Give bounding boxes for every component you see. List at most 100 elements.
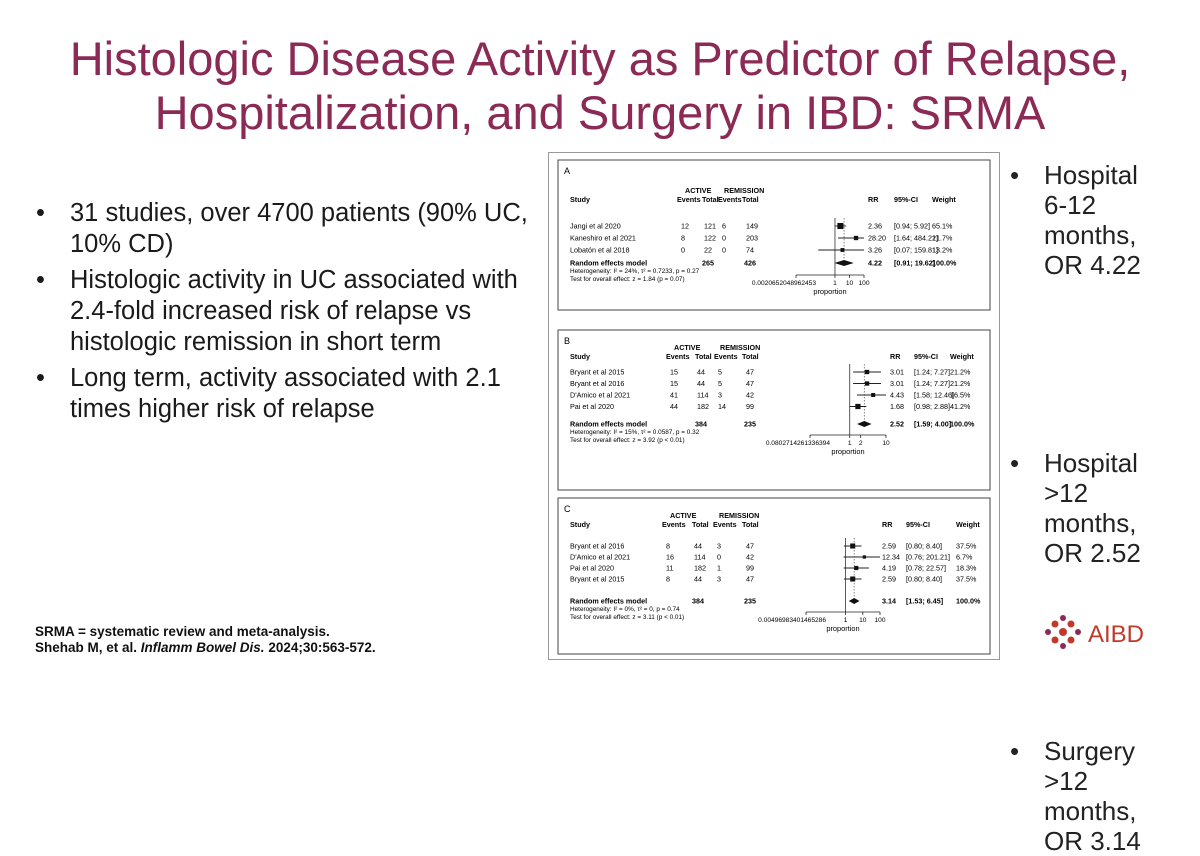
panel-c-row-study: Bryant et al 2016: [570, 542, 624, 551]
panel-c-header-rr: RR: [882, 520, 893, 529]
footnote-citation: Shehab M, et al. Inflamm Bowel Dis. 2024…: [35, 640, 376, 655]
panel-b-summary-active-total: 384: [695, 420, 707, 429]
panel-b-x-tick-label: 0.0802714261336394: [766, 440, 831, 447]
panel-b-row-point: [855, 403, 861, 410]
panel-b-row-remission-total: 42: [746, 391, 754, 400]
panel-a-row-weight: 13.2%: [932, 246, 953, 255]
panel-b-row-rr: 4.43: [890, 391, 904, 400]
panel-c-row-study: D'Amico et al 2021: [570, 553, 630, 562]
panel-c-row-active-total: 44: [694, 542, 702, 551]
panel-a-row-remission-events: 0: [722, 246, 726, 255]
forest-figure-frame: [548, 152, 1000, 660]
panel-b-summary-diamond: [857, 421, 872, 427]
panel-b-row-ci: [1.58; 12.46]: [914, 391, 954, 400]
panel-c-header-events-remission: Events: [713, 520, 737, 529]
panel-c-row-ci: [0.76; 201.21]: [906, 553, 950, 562]
panel-a-summary-weight: 100.0%: [932, 259, 957, 268]
panel-a-row-active-events: 0: [681, 246, 685, 255]
panel-c-label: C: [564, 504, 571, 514]
panel-a-row-active-total: 122: [704, 234, 716, 243]
panel-b-row-weight: 16.5%: [950, 391, 971, 400]
panel-b-row-point: [871, 392, 876, 398]
panel-a-row-remission-total: 149: [746, 222, 758, 231]
panel-c-row-rr: 12.34: [882, 553, 900, 562]
panel-c-row-study: Bryant et al 2015: [570, 575, 624, 584]
panel-a-x-tick-label: 10: [846, 280, 854, 287]
panel-a-header-events-remission: Events: [718, 195, 742, 204]
panel-b-x-tick-label: 10: [882, 440, 890, 447]
panel-c-row-remission-total: 42: [746, 553, 754, 562]
panel-c-row-active-events: 16: [666, 553, 674, 562]
panel-b-summary-remission-total: 235: [744, 420, 756, 429]
panel-a-row-remission-total: 74: [746, 246, 754, 255]
panel-a-summary-ci: [0.91; 19.62]: [894, 259, 935, 268]
panel-c-header-total-remission: Total: [742, 520, 759, 529]
panel-c-row-study: Pai et al 2020: [570, 564, 614, 573]
panel-c-row-active-total: 114: [694, 553, 705, 562]
panel-c-row-active-events: 11: [666, 564, 673, 573]
panel-c-summary-ci: [1.53; 6.45]: [906, 597, 943, 606]
panel-a-row-active-events: 8: [681, 234, 685, 243]
aibd-logo: AIBD: [1040, 612, 1170, 652]
panel-a-row-point: [837, 222, 844, 230]
panel-b-row-remission-events: 3: [718, 391, 722, 400]
panel-b-row-ci: [0.98; 2.88]: [914, 402, 950, 411]
panel-b-frame: [557, 329, 991, 491]
panel-c-row-rr: 2.59: [882, 575, 896, 584]
panel-c-row-ci: [0.80; 8.40]: [906, 575, 942, 584]
panel-a-label: A: [564, 166, 570, 176]
panel-c-row-active-total: 44: [694, 575, 702, 584]
panel-c-overall-effect: Test for overall effect: z = 3.11 (p < 0…: [570, 614, 684, 621]
panel-c-x-tick-label: 1: [844, 617, 848, 624]
panel-b-header-study: Study: [570, 352, 590, 361]
panel-b-row-active-events: 15: [670, 379, 678, 388]
panel-a-row-rr: 3.26: [868, 246, 882, 255]
panel-a-summary-remission-total: 426: [744, 259, 756, 268]
panel-a-summary-active-total: 265: [702, 259, 714, 268]
panel-c-row-active-events: 8: [666, 542, 670, 551]
panel-b-summary-rr: 2.52: [890, 420, 904, 429]
panel-b-row-active-total: 44: [697, 368, 705, 377]
panel-c-row-weight: 18.3%: [956, 564, 977, 573]
panel-b-header-total-remission: Total: [742, 352, 759, 361]
panel-c-row-weight: 6.7%: [956, 553, 973, 562]
panel-b-row-study: D'Amico et al 2021: [570, 391, 630, 400]
panel-a-header-weight: Weight: [932, 195, 956, 204]
panel-c-row-rr: 2.59: [882, 542, 896, 551]
panel-a-row-point: [840, 248, 845, 252]
aibd-logo-icon: AIBD: [1045, 615, 1144, 649]
panel-a-row-study: Jangi et al 2020: [570, 222, 621, 231]
panel-b-header-remission: REMISSION: [720, 343, 760, 352]
panel-a-header-ci: 95%-CI: [894, 195, 918, 204]
panel-c-header-active: ACTIVE: [670, 511, 697, 520]
panel-b-row-active-events: 15: [670, 368, 678, 377]
panel-b-row-active-events: 44: [670, 402, 678, 411]
panel-c-summary-weight: 100.0%: [956, 597, 981, 606]
panel-b-row-remission-total: 99: [746, 402, 754, 411]
panel-b-header-events-active: Events: [666, 352, 690, 361]
panel-a-row-study: Lobatón et al 2018: [570, 246, 630, 255]
panel-b-heterogeneity: Heterogeneity: I² = 15%, τ² = 0.0587, p …: [570, 429, 700, 436]
footnote-abbreviation: SRMA = systematic review and meta-analys…: [35, 624, 330, 639]
title-line-2: Hospitalization, and Surgery in IBD: SRM…: [154, 86, 1046, 139]
panel-a-row-weight: 21.7%: [932, 234, 953, 243]
panel-c-x-tick-label: 0.00496983401465286: [758, 617, 826, 624]
panel-c-row-point: [854, 565, 859, 571]
panel-c-row-weight: 37.5%: [956, 575, 977, 584]
panel-c-row-remission-events: 1: [717, 564, 721, 573]
panel-b-row-ci: [1.24; 7.27]: [914, 368, 950, 377]
panel-b-x-tick-label: 1: [848, 440, 852, 447]
outcome-surgery-over-12: Surgery >12 months, OR 3.14: [1008, 736, 1198, 856]
panel-a-row-rr: 28.20: [868, 234, 886, 243]
panel-c-row-active-events: 8: [666, 575, 670, 584]
panel-b-header-active: ACTIVE: [674, 343, 701, 352]
panel-b-row-point: [864, 381, 870, 386]
panel-c-row-rr: 4.19: [882, 564, 896, 573]
panel-b-row-remission-events: 5: [718, 379, 722, 388]
outcome-hospital-6-12: Hospital 6-12 months, OR 4.22: [1008, 160, 1198, 280]
panel-a-header-remission: REMISSION: [724, 186, 764, 195]
panel-b-row-rr: 1.68: [890, 402, 904, 411]
panel-c-row-point: [862, 555, 867, 559]
panel-c-frame: [557, 497, 991, 655]
panel-c-summary-label: Random effects model: [570, 597, 647, 606]
